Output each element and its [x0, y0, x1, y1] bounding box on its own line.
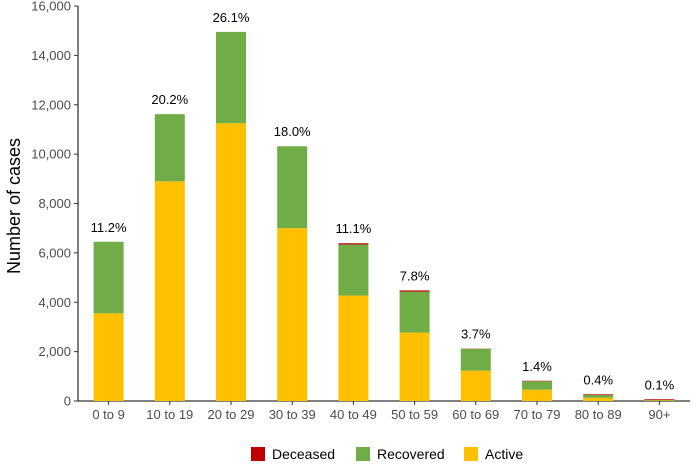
bar-segment-deceased: [644, 399, 675, 401]
x-tick-label: 0 to 9: [92, 407, 125, 422]
bar-segment-active: [583, 397, 614, 401]
bar-segment-recovered: [522, 381, 552, 390]
bars: [93, 31, 675, 401]
bar-percent-label: 0.1%: [645, 377, 675, 392]
bar-segment-recovered: [154, 114, 185, 182]
x-tick-label: 60 to 69: [452, 407, 499, 422]
bar-segment-active: [460, 370, 491, 401]
x-tick-label: 40 to 49: [330, 407, 377, 422]
bar-segment-deceased: [583, 394, 614, 396]
legend: Deceased Recovered Active: [251, 446, 523, 462]
bar-segment-recovered: [277, 146, 308, 229]
bar-segment-recovered: [583, 395, 614, 398]
legend-swatch-recovered: [356, 447, 370, 461]
y-tick-label: 0: [64, 394, 71, 409]
x-tick-label: 30 to 39: [269, 407, 316, 422]
legend-swatch-active: [464, 447, 478, 461]
bar-segment-active: [154, 181, 185, 401]
bar-labels: 11.2% 20.2% 26.1% 18.0% 11.1% 7.8% 3.7% 1.4% 0.4…: [91, 10, 675, 392]
bar-segment-active: [522, 389, 552, 401]
bar-segment-recovered: [399, 291, 430, 333]
bar-segment-recovered: [216, 31, 246, 124]
y-axis-title: Number of cases: [4, 138, 24, 274]
bar-segment-recovered: [93, 241, 124, 314]
bar-segment-recovered: [460, 348, 491, 371]
x-axis: 0 to 9 10 to 19 20 to 29 30 to 39 40 to 49 50…: [78, 400, 690, 422]
legend-label-deceased: Deceased: [272, 446, 335, 462]
y-tick-label: 4,000: [38, 295, 71, 310]
bar-segment-deceased: [338, 243, 369, 245]
bar-percent-label: 3.7%: [461, 327, 491, 342]
y-tick-label: 16,000: [31, 0, 71, 14]
bar-segment-recovered: [338, 244, 369, 296]
bar-percent-label: 20.2%: [151, 92, 188, 107]
x-tick-label: 90+: [648, 407, 670, 422]
bar-percent-label: 7.8%: [400, 268, 430, 283]
bar-percent-label: 11.1%: [335, 221, 371, 236]
y-tick-label: 10,000: [31, 147, 71, 162]
y-axis: 0 2,000 4,000 6,000 8,000 10,000 12,000 14,000 1…: [31, 0, 79, 409]
x-tick-label: 20 to 29: [208, 407, 255, 422]
bar-segment-active: [216, 123, 246, 401]
bar-percent-label: 0.4%: [583, 372, 613, 387]
bar-segment-active: [93, 313, 124, 401]
y-tick-label: 12,000: [31, 97, 71, 112]
y-tick-label: 14,000: [31, 48, 71, 63]
bar-segment-active: [399, 332, 430, 401]
x-tick-label: 50 to 59: [391, 407, 438, 422]
legend-label-recovered: Recovered: [377, 446, 445, 462]
y-tick-label: 8,000: [38, 196, 71, 211]
bar-segment-active: [277, 228, 308, 401]
legend-swatch-deceased: [251, 447, 265, 461]
bar-percent-label: 18.0%: [274, 124, 311, 139]
bar-percent-label: 1.4%: [522, 359, 552, 374]
x-tick-label: 10 to 19: [146, 407, 193, 422]
x-tick-label: 80 to 89: [575, 407, 622, 422]
bar-percent-label: 11.2%: [91, 220, 127, 235]
bar-segment-active: [338, 295, 369, 401]
y-tick-label: 6,000: [38, 245, 71, 260]
y-tick-label: 2,000: [38, 344, 71, 359]
legend-label-active: Active: [485, 446, 523, 462]
bar-percent-label: 26.1%: [213, 10, 250, 25]
x-tick-label: 70 to 79: [514, 407, 561, 422]
bar-segment-deceased: [399, 290, 430, 292]
